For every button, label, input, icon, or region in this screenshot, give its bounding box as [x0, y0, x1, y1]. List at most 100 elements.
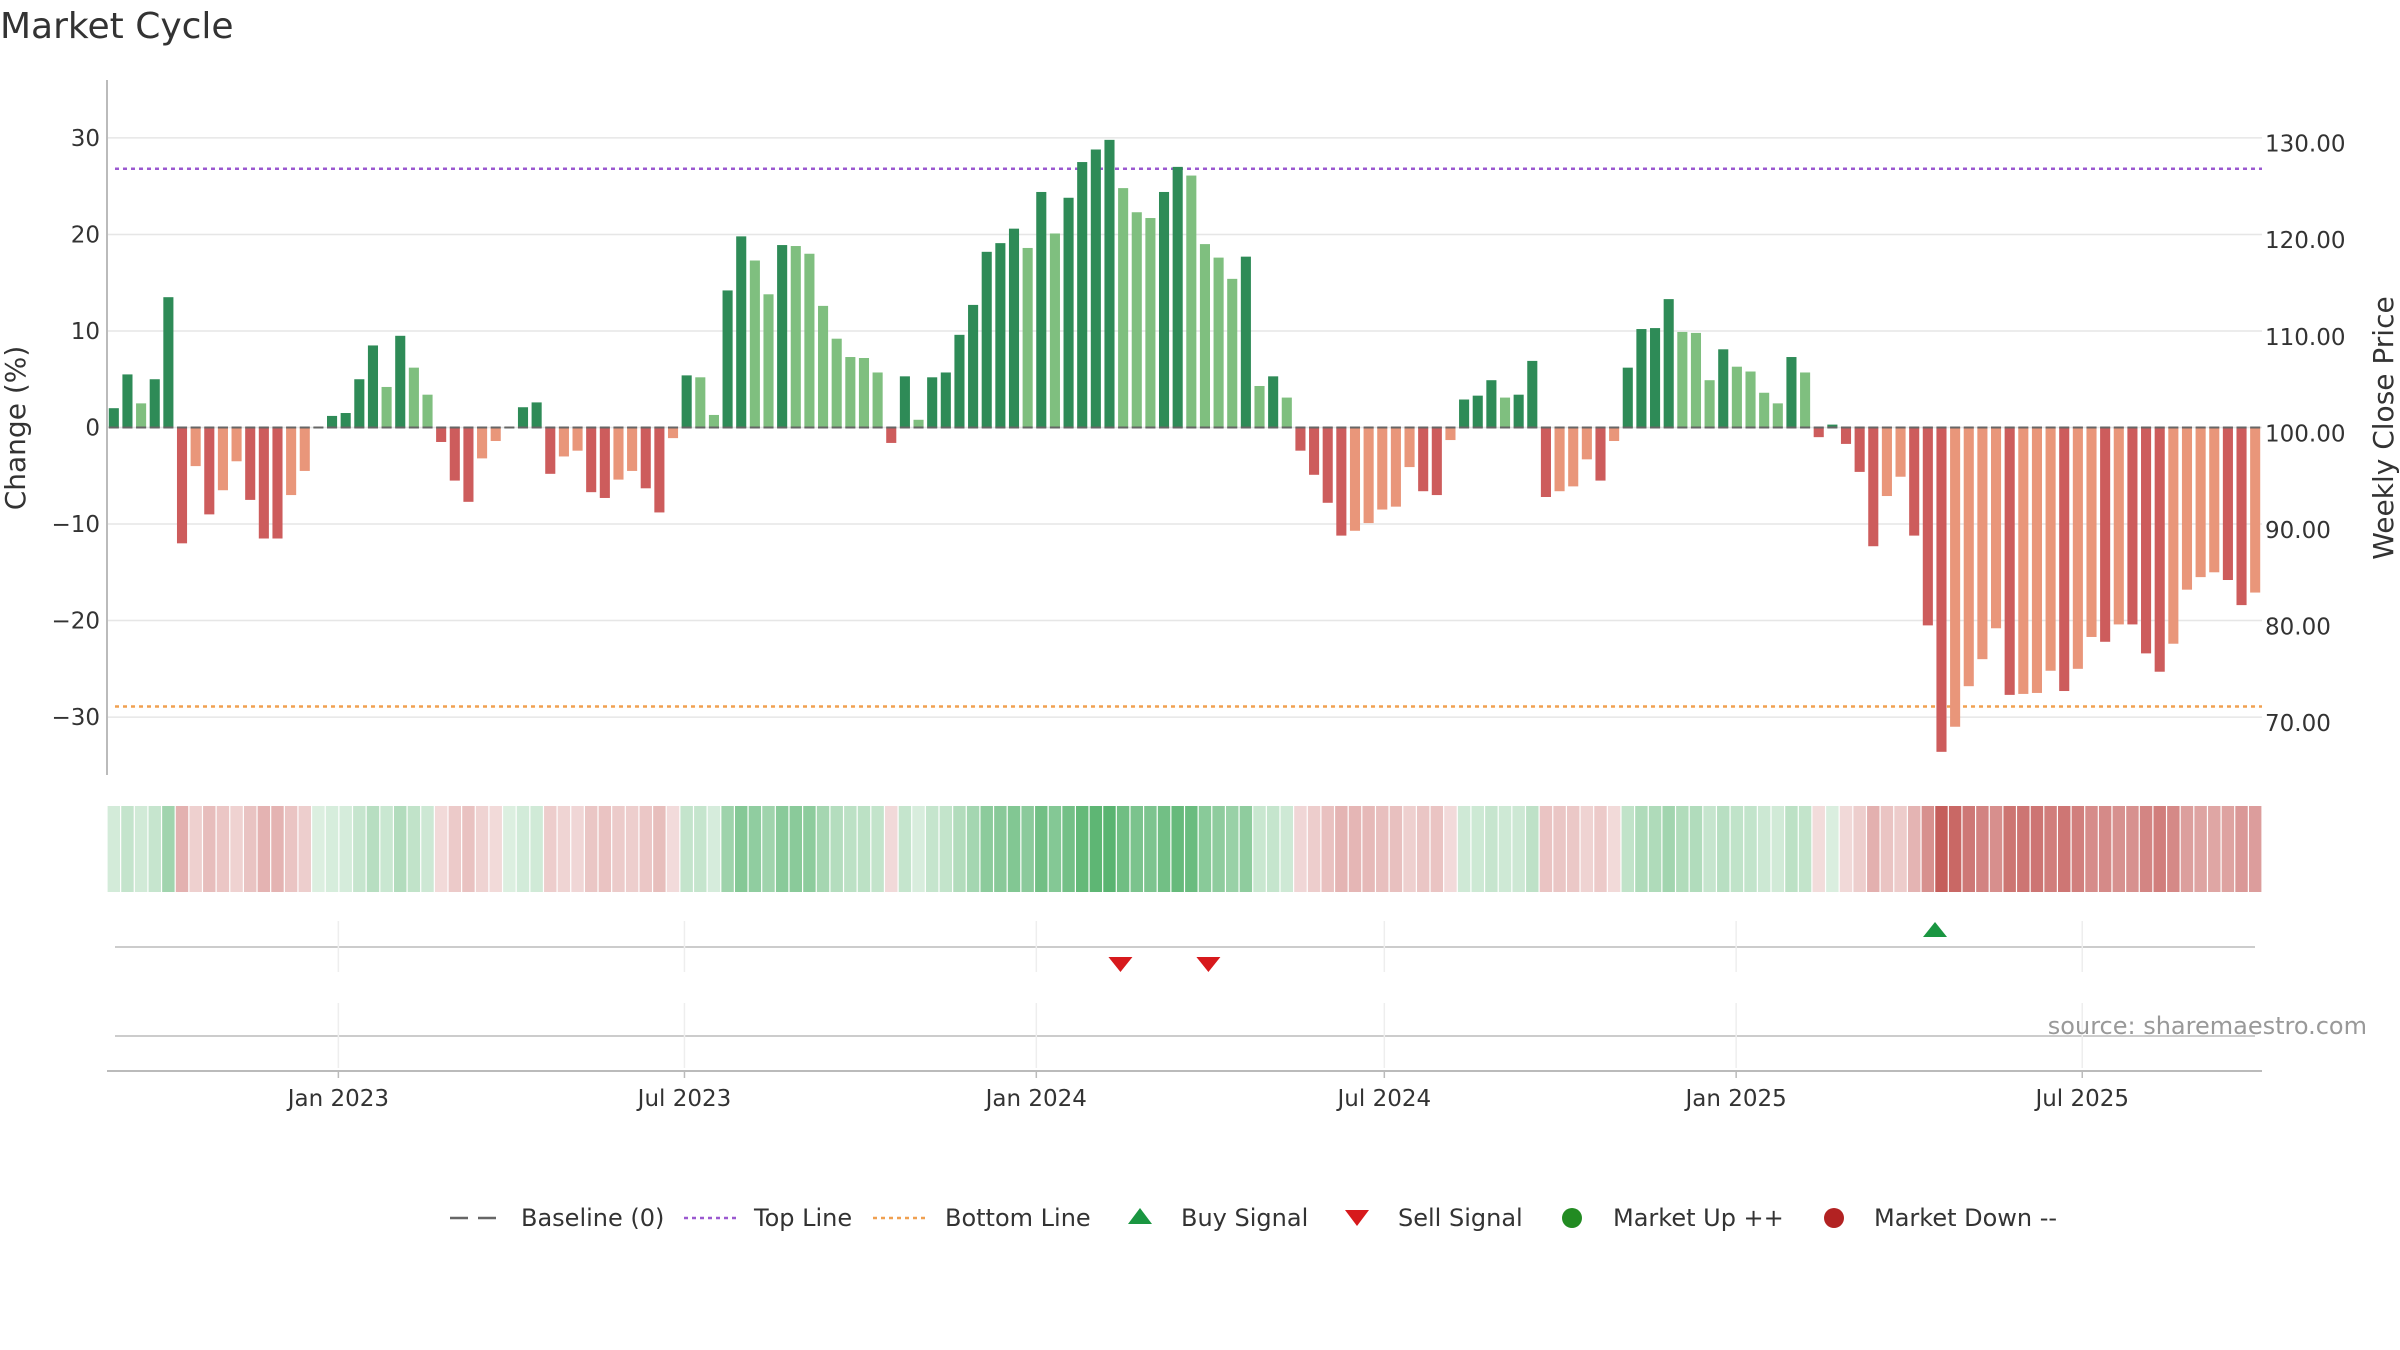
- legend-item-down: Market Down --: [1824, 1204, 2057, 1232]
- heatmap-cell: [2003, 806, 2016, 892]
- heatmap-cell: [1321, 806, 1334, 892]
- x-tick-label: Jul 2024: [1336, 1086, 1432, 1112]
- bars: [108, 139, 2261, 752]
- heatmap-cell: [1075, 806, 1089, 892]
- change-bar: [1036, 191, 1047, 428]
- heatmap-cell: [571, 806, 584, 892]
- legend-label: Sell Signal: [1398, 1204, 1523, 1232]
- heatmap-cell: [2044, 806, 2057, 892]
- change-bar: [1977, 427, 1988, 660]
- change-bar: [1349, 427, 1361, 531]
- heatmap-cell: [1253, 806, 1266, 892]
- heatmap-cell: [1553, 806, 1566, 892]
- heatmap-cell: [2180, 806, 2194, 892]
- change-bar: [1800, 372, 1811, 428]
- chart-title: Market Cycle: [0, 6, 234, 47]
- y-tick-label: 30: [71, 126, 100, 152]
- x-tick-label: Jul 2023: [636, 1086, 732, 1112]
- change-bar: [790, 246, 801, 428]
- change-bar: [1472, 395, 1483, 428]
- heatmap-cell: [694, 806, 707, 892]
- legend-label: Market Down --: [1874, 1204, 2057, 1232]
- heatmap-cell: [735, 806, 748, 892]
- heatmap-cell: [421, 806, 434, 892]
- heatmap-cell: [953, 806, 966, 892]
- change-bar: [1186, 175, 1197, 428]
- change-bar: [149, 379, 160, 428]
- change-bar: [2072, 427, 2083, 669]
- heatmap-cell: [1648, 806, 1662, 892]
- heatmap-cell: [2030, 806, 2044, 892]
- y2-axis-title: Weekly Close Price: [2367, 296, 2400, 559]
- heatmap-cell: [1989, 806, 2003, 892]
- change-bar: [1772, 403, 1783, 428]
- heatmap-cell: [1471, 806, 1484, 892]
- change-bar: [490, 427, 501, 442]
- change-bar: [995, 243, 1006, 428]
- sell-signal-marker: [1108, 957, 1133, 972]
- change-bar: [463, 427, 474, 502]
- change-bar: [1813, 427, 1824, 438]
- change-bar: [2236, 427, 2247, 606]
- heatmap-cell: [1976, 806, 1989, 892]
- legend-label: Market Up ++: [1613, 1204, 1784, 1232]
- change-bar: [1049, 233, 1060, 428]
- heatmap-cell: [203, 806, 216, 892]
- heatmap-cell: [339, 806, 352, 892]
- change-bar: [245, 427, 256, 500]
- change-bar: [1404, 427, 1415, 468]
- change-bar: [2141, 427, 2152, 654]
- heatmap-cell: [2221, 806, 2235, 892]
- heatmap-cell: [1130, 806, 1143, 892]
- change-bar: [1281, 397, 1292, 428]
- change-bar: [2059, 427, 2070, 692]
- change-bar: [449, 427, 460, 481]
- change-bar: [1227, 278, 1238, 428]
- heatmap-cell: [1239, 806, 1253, 892]
- heatmap-cell: [134, 806, 148, 892]
- change-bar: [2127, 427, 2138, 625]
- change-bar: [1677, 331, 1688, 428]
- change-bar: [258, 427, 269, 539]
- change-bar: [1295, 427, 1306, 451]
- change-bar: [517, 407, 529, 428]
- heatmap-cell: [816, 806, 830, 892]
- change-bar: [477, 427, 488, 459]
- heatmap-cell: [1089, 806, 1103, 892]
- legend-item-baseline: Baseline (0): [450, 1204, 664, 1232]
- change-bar: [1377, 427, 1388, 510]
- change-bar: [1254, 385, 1265, 428]
- change-bar: [1309, 427, 1320, 475]
- heatmap-cell: [844, 806, 857, 892]
- heatmap-cell: [2098, 806, 2112, 892]
- change-bar: [1704, 380, 1715, 428]
- change-bar: [408, 367, 419, 428]
- x-tick-label: Jul 2025: [2033, 1086, 2129, 1112]
- x-axis-ticks: Jan 2023 Jul 2023 Jan 2024 Jul 2024 Jan 2025…: [286, 1071, 2129, 1112]
- heatmap-cell: [1212, 806, 1225, 892]
- change-bar: [640, 427, 651, 489]
- change-bar: [1936, 427, 1947, 752]
- heatmap-cell: [1103, 806, 1116, 892]
- change-bar: [981, 251, 992, 428]
- heatmap-cell: [1416, 806, 1430, 892]
- change-bar: [1118, 188, 1129, 428]
- change-bar: [176, 427, 188, 544]
- heatmap-cell: [516, 806, 530, 892]
- y2-tick-label: 110.00: [2265, 325, 2345, 351]
- change-bar: [2031, 427, 2042, 693]
- change-bar: [572, 427, 583, 451]
- change-bar: [2100, 427, 2111, 642]
- heatmap-cell: [1594, 806, 1607, 892]
- heatmap-cell: [2248, 806, 2262, 892]
- heatmap-cell: [966, 806, 980, 892]
- heatmap-cell: [557, 806, 571, 892]
- heatmap-cell: [1757, 806, 1771, 892]
- reference-lines: [115, 167, 2262, 708]
- y2-tick-label: 80.00: [2265, 614, 2331, 640]
- change-bar: [286, 427, 297, 496]
- heatmap-cell: [1348, 806, 1362, 892]
- change-bar: [968, 304, 979, 428]
- heatmap-cell: [598, 806, 612, 892]
- y-tick-label: −30: [51, 705, 100, 731]
